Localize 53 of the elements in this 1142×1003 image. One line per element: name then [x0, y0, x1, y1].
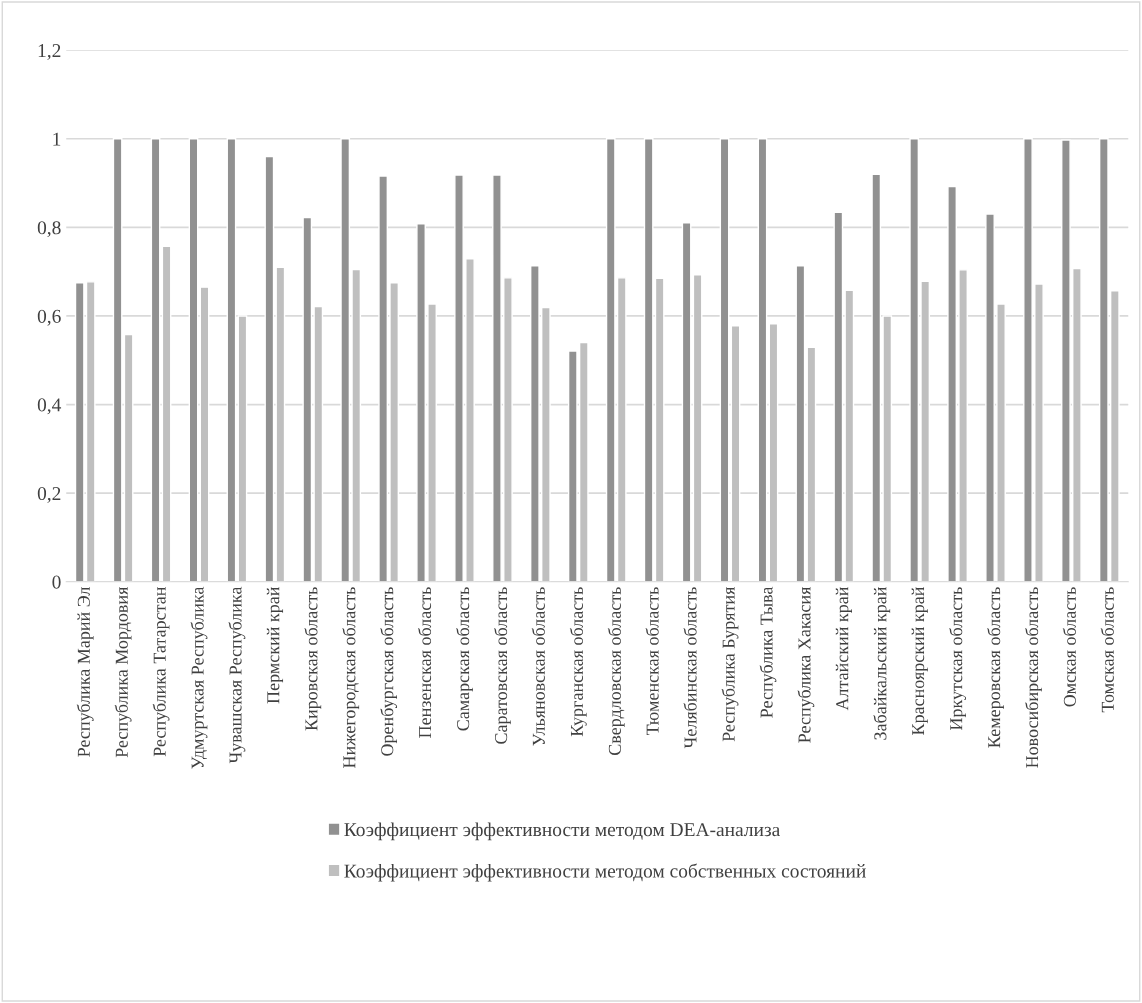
- legend-label: Коэффициент эффективности методом DEA-анализа: [344, 822, 781, 841]
- x-tick-label: Республика Тыва: [759, 586, 777, 718]
- x-tick-label: Удмуртская Республика: [190, 586, 208, 769]
- x-tick-label: Курганская область: [569, 587, 587, 737]
- y-tick-label: 1,2: [38, 44, 61, 60]
- bar: [226, 138, 237, 582]
- x-tick-label: Республика Татарстан: [152, 587, 170, 757]
- x-tick-label: Кировская область: [304, 587, 322, 731]
- bar: [681, 222, 692, 582]
- y-tick-label: 0,4: [37, 398, 62, 415]
- x-tick-label: Ульяновская область: [531, 587, 545, 746]
- x-tick-label: Забайкальский край: [873, 587, 891, 740]
- y-tick-label: 1: [53, 132, 61, 146]
- bar: [188, 138, 199, 582]
- x-tick-label: Республика Хакасия: [797, 586, 815, 743]
- bar: [719, 138, 730, 582]
- x-tick-label: Саратовская область: [494, 587, 511, 744]
- bar: [150, 138, 161, 582]
- x-tick-label: Республика Бурятия: [721, 586, 739, 742]
- x-tick-label: Новосибирская область: [1025, 587, 1042, 768]
- x-tick-label: Тюменская область: [645, 587, 659, 736]
- x-tick-label: Иркутская область: [949, 587, 967, 731]
- y-tick-label: 0: [52, 575, 61, 589]
- bar: [730, 324, 741, 582]
- x-tick-label: Самарская область: [456, 587, 473, 731]
- x-tick-label: Республика Мордовия: [114, 586, 132, 758]
- bar: [806, 346, 817, 582]
- x-tick-label: Красноярский край: [911, 587, 928, 735]
- bar: [757, 138, 768, 582]
- bar: [795, 265, 806, 582]
- x-tick-label: Томская область: [1100, 587, 1114, 713]
- x-tick-label: Челябинская область: [683, 587, 697, 749]
- x-tick-label: Пермский край: [266, 587, 284, 704]
- bar: [237, 315, 248, 582]
- bar: [112, 138, 123, 582]
- x-tick-label: Оренбургская область: [380, 587, 398, 756]
- x-tick-label: Чувашская Республика: [228, 586, 246, 764]
- bar: [199, 286, 210, 582]
- x-tick-label: Кемеровская область: [987, 587, 1004, 748]
- x-tick-label: Свердловская область: [607, 587, 625, 756]
- y-tick-label: 0,2: [37, 486, 61, 503]
- x-tick-label: Алтайский край: [835, 587, 852, 711]
- x-tick-label: Нижегородская область: [342, 587, 360, 769]
- bar: [123, 333, 134, 582]
- y-tick-label: 0,8: [37, 221, 61, 238]
- bar: [161, 245, 172, 582]
- bar: [768, 323, 779, 582]
- x-tick-label: Омская область: [1062, 587, 1076, 707]
- x-tick-label: Пензенская область: [418, 587, 432, 738]
- bar: [692, 274, 703, 582]
- x-tick-label: Республика Марий Эл: [76, 587, 94, 757]
- legend-label: Коэффициент эффективности методом собственных состояний: [344, 863, 866, 882]
- y-tick-label: 0,6: [37, 309, 61, 326]
